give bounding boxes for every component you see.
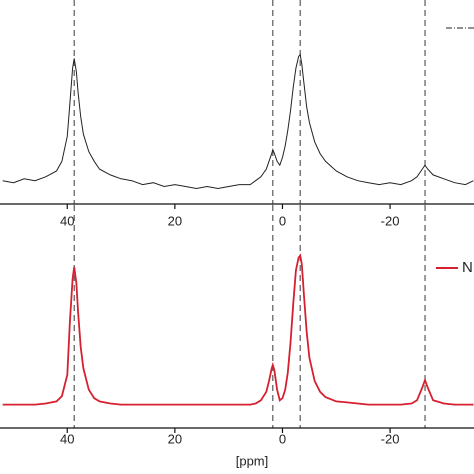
- spectrum-line: [2, 53, 474, 190]
- x-tick-label: -20: [381, 431, 400, 446]
- x-tick-label: 0: [279, 213, 286, 228]
- x-tick-label: 20: [168, 213, 182, 228]
- x-tick-label: 0: [279, 431, 286, 446]
- x-tick-label: 40: [60, 213, 74, 228]
- x-tick-label: 20: [168, 431, 182, 446]
- spectrum-line: [2, 253, 474, 406]
- legend-label: N: [462, 259, 473, 276]
- x-axis-label: [ppm]: [236, 453, 269, 468]
- x-tick-label: -20: [381, 213, 400, 228]
- x-tick-label: 40: [60, 431, 74, 446]
